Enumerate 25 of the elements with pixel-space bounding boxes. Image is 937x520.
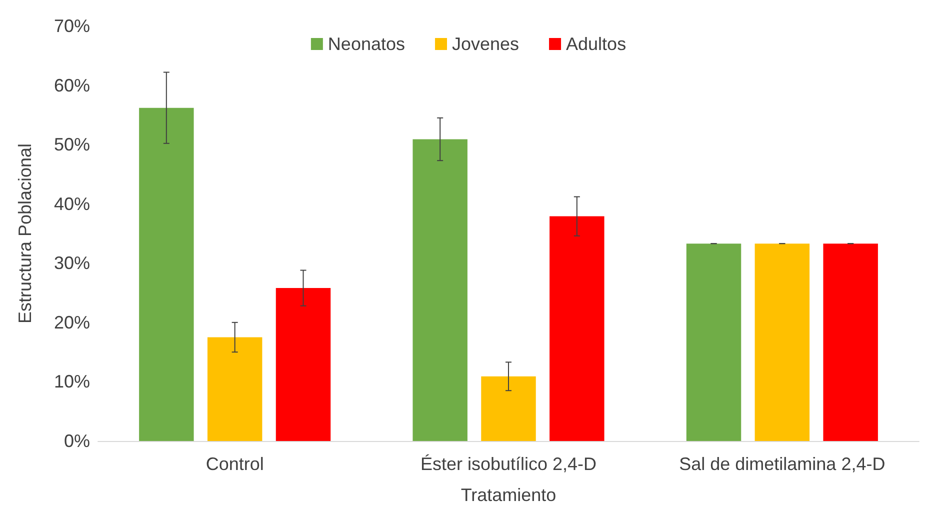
bar xyxy=(481,376,536,441)
y-tick-label: 50% xyxy=(54,134,90,155)
bar xyxy=(686,244,742,441)
y-tick-label: 20% xyxy=(54,312,90,332)
y-axis-title: Estructura Poblacional xyxy=(15,143,35,324)
x-tick-label: Éster isobutílico 2,4-D xyxy=(420,454,597,474)
legend-label: Adultos xyxy=(566,34,626,54)
bar xyxy=(412,139,468,441)
y-tick-label: 70% xyxy=(54,16,90,36)
y-tick-label: 10% xyxy=(54,372,90,392)
y-tick-label: 40% xyxy=(54,194,90,214)
x-axis-title: Tratamiento xyxy=(460,485,556,505)
legend-label: Jovenes xyxy=(452,34,520,54)
y-tick-label: 30% xyxy=(54,253,90,274)
y-tick-label: 60% xyxy=(54,75,90,96)
bar xyxy=(276,288,331,441)
bar xyxy=(823,244,878,441)
y-tick-label: 0% xyxy=(64,431,90,451)
bar xyxy=(550,216,604,441)
legend-label: Neonatos xyxy=(328,34,405,54)
bar xyxy=(207,337,262,441)
x-tick-label: Control xyxy=(206,454,264,474)
bar xyxy=(139,108,194,441)
bar xyxy=(754,244,810,441)
x-tick-label: Sal de dimetilamina 2,4-D xyxy=(679,454,886,474)
